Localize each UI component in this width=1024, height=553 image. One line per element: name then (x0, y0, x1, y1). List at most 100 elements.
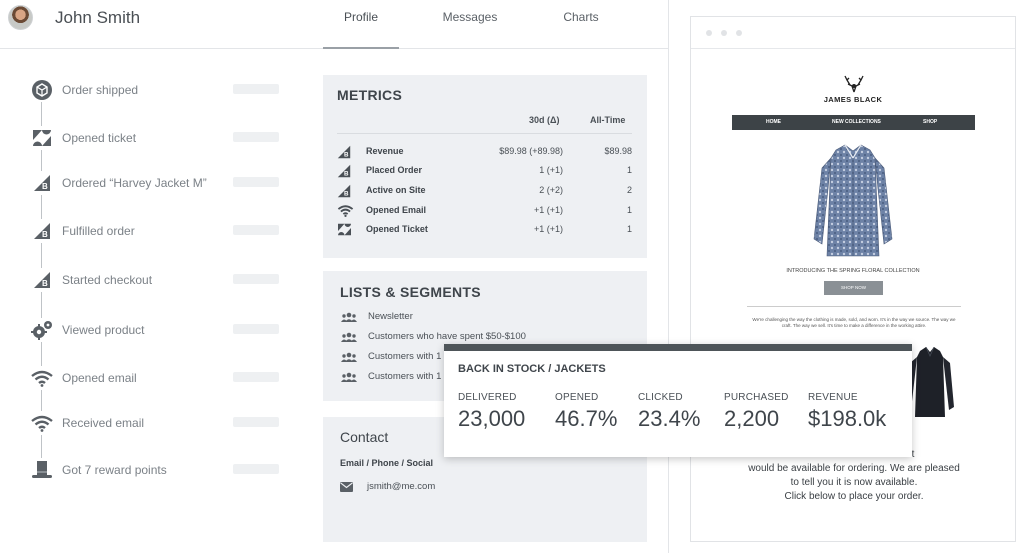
timeline-item[interactable]: B Ordered “Harvey Jacket M” (28, 171, 283, 197)
email-nav-home[interactable]: HOME (766, 119, 781, 125)
users-icon (341, 332, 357, 342)
list-item[interactable]: Newsletter (341, 310, 641, 324)
profile-header: John Smith Profile Messages Charts (0, 0, 668, 49)
popup-header-bar (444, 344, 912, 351)
wifi-icon (30, 366, 54, 390)
email-nav-shop[interactable]: SHOP (923, 119, 938, 125)
stat-delivered: DELIVERED 23,000 (458, 392, 525, 432)
metrics-col-30d: 30d (Δ) (529, 115, 560, 125)
metric-all-time-value: 2 (626, 185, 632, 195)
window-dot (721, 30, 727, 36)
metric-label: Active on Site (366, 185, 426, 195)
panel-divider (668, 0, 669, 553)
timeline-item[interactable]: Got 7 reward points (28, 458, 283, 484)
metric-30d-value: +1 (+1) (533, 205, 563, 215)
metric-30d-value: +1 (+1) (533, 224, 563, 234)
timeline-label: Viewed product (62, 323, 145, 337)
wifi-icon (30, 411, 54, 435)
metric-row: B Placed Order 1 (+1) 1 (337, 163, 632, 179)
metric-row: Opened Ticket +1 (+1) 1 (337, 222, 632, 238)
metric-all-time-value: 1 (626, 224, 632, 234)
timeline-timestamp-placeholder (233, 372, 279, 382)
email-divider (747, 306, 961, 307)
stat-label: PURCHASED (724, 392, 789, 403)
tab-profile[interactable]: Profile (343, 10, 378, 24)
timeline-item[interactable]: B Fulfilled order (28, 219, 283, 245)
users-icon (341, 312, 357, 322)
timeline-item[interactable]: Opened email (28, 366, 283, 392)
timeline-timestamp-placeholder (233, 132, 279, 142)
email-message-line: Click below to place your order. (784, 491, 924, 502)
list-item-label: Newsletter (368, 311, 413, 322)
metric-label: Opened Ticket (366, 224, 428, 234)
shirt-image (813, 144, 893, 257)
timeline-item[interactable]: Received email (28, 411, 283, 437)
metric-all-time-value: 1 (626, 205, 632, 215)
contact-email-row[interactable]: jsmith@me.com (340, 480, 540, 494)
timeline-item[interactable]: B Started checkout (28, 268, 283, 294)
users-icon (341, 372, 357, 382)
timeline-item[interactable]: Order shipped (28, 78, 283, 104)
metric-label: Opened Email (366, 205, 427, 215)
avatar[interactable] (8, 5, 33, 30)
popup-title: BACK IN STOCK / JACKETS (458, 363, 606, 375)
metric-row: B Revenue $89.98 (+89.98) $89.98 (337, 144, 632, 160)
metrics-title: METRICS (337, 87, 403, 103)
list-item-label: Customers who have spent $50-$100 (368, 331, 526, 342)
bigcommerce-icon: B (337, 145, 353, 159)
list-item-label: Customers with 1 (368, 371, 442, 382)
tab-charts[interactable]: Charts (563, 10, 599, 24)
timeline-item[interactable]: Opened ticket (28, 126, 283, 152)
stat-value: 2,200 (724, 406, 780, 431)
svg-text:B: B (344, 171, 349, 178)
stat-opened: OPENED 46.7% (555, 392, 617, 432)
contact-email: jsmith@me.com (367, 481, 436, 492)
lists-title: LISTS & SEGMENTS (340, 284, 481, 300)
metric-all-time-value: $89.98 (604, 146, 632, 156)
timeline-timestamp-placeholder (233, 84, 279, 94)
svg-text:B: B (42, 182, 48, 191)
tab-messages[interactable]: Messages (442, 10, 498, 24)
email-nav: HOME NEW COLLECTIONS SHOP (732, 115, 975, 130)
list-item[interactable]: Customers with 1 (341, 370, 641, 384)
timeline-timestamp-placeholder (233, 417, 279, 427)
stat-value: 23,000 (458, 406, 526, 431)
timeline-label: Fulfilled order (62, 224, 135, 238)
metric-all-time-value: 1 (626, 165, 632, 175)
envelope-icon (340, 482, 353, 492)
bigcommerce-icon: B (30, 171, 54, 195)
users-icon (341, 352, 357, 362)
stat-clicked: CLICKED 23.4% (638, 392, 700, 432)
email-nav-collections[interactable]: NEW COLLECTIONS (832, 119, 881, 125)
metric-label: Placed Order (366, 165, 423, 175)
svg-text:B: B (42, 279, 48, 288)
stat-label: CLICKED (638, 392, 683, 403)
metrics-divider (337, 133, 632, 134)
timeline-item[interactable]: Viewed product (28, 318, 283, 344)
timeline-timestamp-placeholder (233, 324, 279, 334)
bigcommerce-icon: B (337, 184, 353, 198)
timeline-label: Ordered “Harvey Jacket M” (62, 176, 207, 190)
user-name: John Smith (55, 8, 141, 27)
metric-30d-value: $89.98 (+89.98) (499, 146, 563, 156)
timeline-timestamp-placeholder (233, 274, 279, 284)
metric-30d-value: 2 (+2) (539, 185, 563, 195)
svg-text:B: B (344, 152, 349, 159)
zendesk-icon (30, 126, 54, 150)
stat-purchased: PURCHASED 2,200 (724, 392, 789, 432)
list-item[interactable]: Customers with 1 (341, 350, 641, 364)
stat-value: 23.4% (638, 406, 701, 431)
zendesk-icon (337, 223, 353, 237)
bigcommerce-icon: B (30, 268, 54, 292)
shop-now-button[interactable]: SHOP NOW (824, 281, 883, 295)
email-brand: JAMES BLACK (823, 95, 883, 104)
metric-label: Revenue (366, 146, 404, 156)
list-item-label: Customers with 1 (368, 351, 442, 362)
window-dot (706, 30, 712, 36)
metrics-card: METRICS 30d (Δ) All-Time B Revenue $89.9… (323, 75, 647, 258)
timeline-timestamp-placeholder (233, 225, 279, 235)
gears-icon (30, 318, 54, 342)
timeline-label: Started checkout (62, 273, 153, 287)
email-message-line: to tell you it is now available. (790, 477, 918, 488)
list-item[interactable]: Customers who have spent $50-$100 (341, 330, 641, 344)
